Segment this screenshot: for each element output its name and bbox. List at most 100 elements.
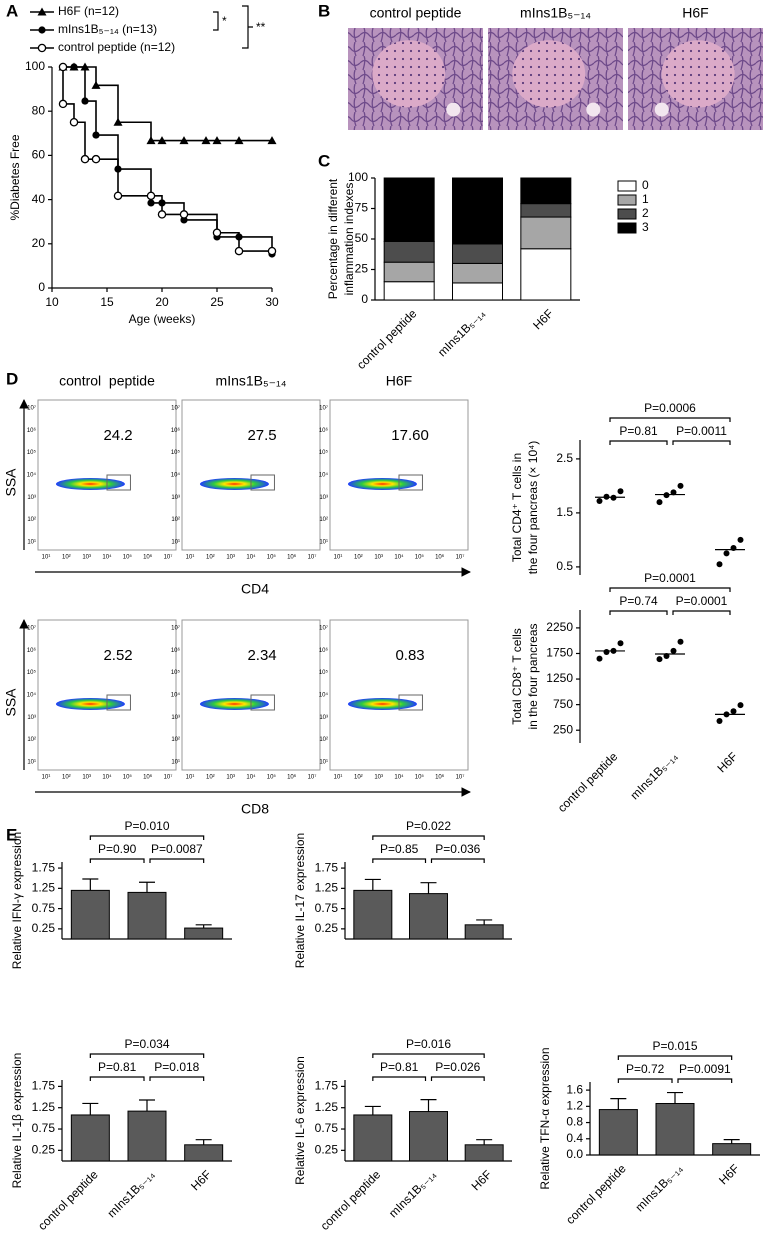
point bbox=[113, 191, 123, 201]
x-tick-label: 10⁷ bbox=[308, 554, 317, 561]
bar bbox=[70, 1114, 110, 1162]
point bbox=[92, 131, 100, 139]
y-tick-label: 0 bbox=[361, 292, 368, 306]
y-axis-label: SSA bbox=[3, 468, 19, 497]
x-tick-label: 10⁵ bbox=[415, 774, 425, 781]
legend-swatch bbox=[617, 180, 637, 192]
x-tick-label: 25 bbox=[210, 295, 224, 309]
significance-bracket bbox=[89, 1076, 145, 1081]
panel-letter: B bbox=[318, 1, 330, 20]
y-tick-label: 10⁷ bbox=[27, 625, 36, 632]
x-tick-label: 10³ bbox=[374, 775, 383, 781]
x-tick-label: 10³ bbox=[82, 775, 91, 781]
point bbox=[234, 246, 244, 256]
gate-percentage: 2.52 bbox=[103, 647, 132, 664]
x-tick-label: 10² bbox=[62, 555, 71, 561]
y-tick-label: 0.75 bbox=[32, 901, 56, 915]
point bbox=[37, 43, 47, 53]
point bbox=[716, 561, 723, 568]
y-tick-label: 1.75 bbox=[32, 1079, 56, 1093]
y-tick-label: 75 bbox=[355, 201, 369, 215]
point bbox=[146, 136, 156, 145]
significance-bracket bbox=[89, 1053, 205, 1058]
y-tick-label: 1.2 bbox=[566, 1099, 583, 1113]
x-tick-label: 10⁶ bbox=[435, 774, 445, 781]
y-tick-label: 2.5 bbox=[556, 451, 573, 465]
legend-label: control peptide (n=12) bbox=[58, 40, 175, 54]
error-bar bbox=[139, 881, 155, 893]
gate-percentage: 27.5 bbox=[247, 427, 276, 444]
panel-letter: E bbox=[6, 825, 17, 844]
significance-bracket bbox=[213, 11, 219, 31]
x-tick-label: 10⁷ bbox=[456, 774, 465, 781]
significance-bracket bbox=[372, 1053, 485, 1058]
p-value: P=0.022 bbox=[406, 819, 451, 833]
gate-percentage: 2.34 bbox=[247, 647, 276, 664]
x-tick-label: control peptide bbox=[354, 306, 420, 372]
p-value: P=0.016 bbox=[406, 1037, 451, 1051]
y-tick-label: 1.6 bbox=[566, 1082, 583, 1096]
y-tick-label: 100 bbox=[25, 59, 45, 73]
bar bbox=[127, 891, 167, 940]
bar bbox=[353, 1114, 393, 1162]
y-tick-label: 10⁵ bbox=[27, 669, 37, 676]
significance-bracket bbox=[609, 417, 731, 422]
y-tick-label: 0.75 bbox=[32, 1121, 56, 1135]
y-axis-label: Relative IFN-γ expression bbox=[10, 832, 24, 969]
y-axis-label: Total CD8⁺ T cells bbox=[510, 628, 524, 725]
x-tick-label: 10³ bbox=[374, 555, 383, 561]
error-bar bbox=[139, 1099, 155, 1112]
significance-bracket bbox=[242, 5, 253, 49]
x-tick-label: 10⁶ bbox=[287, 554, 297, 561]
islet bbox=[661, 40, 735, 108]
significance-bracket bbox=[89, 858, 145, 863]
y-tick-label: 10⁶ bbox=[171, 427, 181, 434]
x-tick-label: 10⁷ bbox=[308, 774, 317, 781]
error-bar bbox=[723, 1138, 740, 1144]
y-tick-label: 10² bbox=[27, 517, 36, 523]
x-tick-label: mIns1B₅₋₁₄ bbox=[435, 306, 488, 359]
point bbox=[677, 482, 684, 489]
point bbox=[80, 154, 90, 164]
point bbox=[267, 136, 277, 145]
point bbox=[81, 97, 89, 105]
y-tick-label: 10⁶ bbox=[319, 647, 329, 654]
legend-label: 1 bbox=[642, 192, 649, 206]
y-tick-label: 10³ bbox=[171, 495, 180, 501]
y-axis-label: the four pancreas (× 10⁴) bbox=[526, 441, 540, 575]
panel-letter: C bbox=[318, 151, 330, 170]
significance-bracket bbox=[149, 1076, 205, 1081]
p-value: P=0.036 bbox=[435, 842, 480, 856]
x-tick-label: control peptide bbox=[563, 1161, 629, 1227]
cell-population bbox=[199, 698, 269, 710]
x-tick-label: H6F bbox=[530, 306, 556, 332]
bar bbox=[127, 1110, 167, 1162]
y-tick-label: 0.25 bbox=[315, 921, 339, 935]
y-tick-label: 10⁷ bbox=[319, 625, 328, 632]
x-tick-label: 10¹ bbox=[334, 775, 343, 781]
y-tick-label: 0.4 bbox=[566, 1131, 583, 1145]
gate bbox=[250, 694, 275, 711]
cell-population bbox=[199, 478, 269, 490]
bar-segment bbox=[383, 240, 435, 263]
p-value: P=0.034 bbox=[124, 1037, 169, 1051]
x-axis-label: CD4 bbox=[241, 581, 269, 597]
y-tick-label: 2250 bbox=[546, 620, 573, 634]
vessel bbox=[446, 102, 461, 117]
error-bar bbox=[364, 878, 381, 891]
image-title: H6F bbox=[682, 5, 708, 21]
y-tick-label: 10¹ bbox=[27, 540, 36, 546]
bar bbox=[655, 1102, 695, 1156]
significance-bracket bbox=[149, 858, 205, 863]
x-tick-label: mIns1B₅₋₁₄ bbox=[632, 1161, 685, 1214]
x-tick-label: 10⁵ bbox=[123, 774, 133, 781]
point bbox=[617, 640, 624, 647]
y-tick-label: 40 bbox=[32, 192, 46, 206]
p-value: P=0.72 bbox=[626, 1062, 665, 1076]
bar-segment bbox=[452, 177, 503, 245]
bar-segment bbox=[383, 281, 435, 301]
point bbox=[737, 536, 744, 543]
y-tick-label: 10³ bbox=[319, 495, 328, 501]
x-axis-label: Age (weeks) bbox=[129, 312, 196, 326]
x-tick-label: 10⁵ bbox=[123, 554, 133, 561]
